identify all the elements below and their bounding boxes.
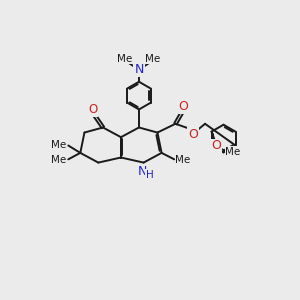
Text: O: O: [178, 100, 188, 113]
Text: N: N: [138, 165, 147, 178]
Text: O: O: [188, 128, 198, 141]
Text: Me: Me: [51, 155, 66, 165]
Text: N: N: [134, 63, 144, 76]
Text: Me: Me: [225, 147, 241, 157]
Text: Me: Me: [176, 155, 191, 165]
Text: Me: Me: [51, 140, 66, 150]
Text: H: H: [146, 170, 154, 180]
Text: Me: Me: [145, 54, 160, 64]
Text: O: O: [211, 140, 221, 152]
Text: Me: Me: [118, 54, 133, 64]
Text: O: O: [88, 103, 98, 116]
